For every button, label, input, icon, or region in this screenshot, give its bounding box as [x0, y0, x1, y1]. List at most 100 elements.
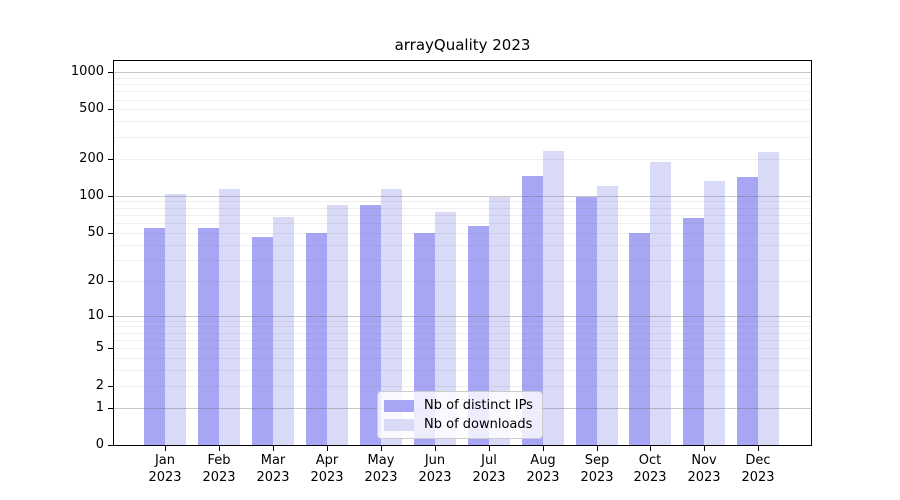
- bar-downloads-feb: [219, 189, 240, 445]
- minor-gridline: [114, 208, 811, 209]
- y-tick-mark: [108, 281, 113, 282]
- x-tick-label: Jun 2023: [418, 453, 452, 485]
- minor-gridline: [114, 137, 811, 138]
- y-tick-mark: [108, 348, 113, 349]
- y-tick-label: 5: [95, 340, 104, 355]
- plot-area: [113, 60, 812, 446]
- legend: Nb of distinct IPs Nb of downloads: [377, 391, 543, 439]
- minor-gridline: [114, 281, 811, 282]
- bar-downloads-jun: [435, 212, 456, 445]
- legend-item-distinct-ips: Nb of distinct IPs: [384, 396, 534, 415]
- x-tick-mark: [165, 446, 166, 451]
- y-tick-mark: [108, 408, 113, 409]
- x-tick-label: Aug 2023: [526, 453, 560, 485]
- x-tick-mark: [758, 446, 759, 451]
- y-tick-label: 100: [79, 188, 104, 203]
- minor-gridline: [114, 159, 811, 160]
- x-tick-mark: [327, 446, 328, 451]
- x-tick-mark: [650, 446, 651, 451]
- bar-distinct-ips-sep: [576, 197, 597, 445]
- bar-distinct-ips-jan: [144, 228, 165, 445]
- x-tick-mark: [704, 446, 705, 451]
- bar-downloads-dec: [758, 152, 779, 445]
- x-tick-label: Nov 2023: [687, 453, 721, 485]
- legend-label-downloads: Nb of downloads: [424, 417, 533, 432]
- bar-distinct-ips-jul: [468, 226, 489, 445]
- minor-gridline: [114, 109, 811, 110]
- minor-gridline: [114, 100, 811, 101]
- x-tick-label: May 2023: [364, 453, 398, 485]
- legend-item-downloads: Nb of downloads: [384, 415, 534, 434]
- minor-gridline: [114, 370, 811, 371]
- legend-swatch-distinct-ips: [384, 399, 414, 412]
- y-tick-label: 1000: [70, 64, 104, 79]
- x-tick-mark: [273, 446, 274, 451]
- bar-distinct-ips-mar: [252, 237, 273, 445]
- minor-gridline: [114, 84, 811, 85]
- y-tick-mark: [108, 109, 113, 110]
- minor-gridline: [114, 321, 811, 322]
- minor-gridline: [114, 245, 811, 246]
- bar-downloads-jan: [165, 194, 186, 445]
- x-tick-label: Mar 2023: [256, 453, 290, 485]
- y-tick-mark: [108, 386, 113, 387]
- minor-gridline: [114, 333, 811, 334]
- y-tick-label: 1: [95, 400, 104, 415]
- bar-downloads-sep: [597, 186, 618, 445]
- minor-gridline: [114, 340, 811, 341]
- y-tick-label: 2: [95, 378, 104, 393]
- bar-downloads-mar: [273, 217, 294, 445]
- minor-gridline: [114, 326, 811, 327]
- bar-distinct-ips-aug: [522, 176, 543, 445]
- x-tick-mark: [597, 446, 598, 451]
- minor-gridline: [114, 233, 811, 234]
- bar-distinct-ips-dec: [737, 177, 758, 445]
- bar-distinct-ips-feb: [198, 228, 219, 445]
- bar-downloads-jul: [489, 197, 510, 445]
- minor-gridline: [114, 386, 811, 387]
- x-tick-label: Feb 2023: [202, 453, 236, 485]
- x-tick-label: Jan 2023: [148, 453, 182, 485]
- x-tick-mark: [489, 446, 490, 451]
- x-tick-label: Dec 2023: [741, 453, 775, 485]
- y-tick-mark: [108, 316, 113, 317]
- x-tick-mark: [381, 446, 382, 451]
- minor-gridline: [114, 215, 811, 216]
- bar-downloads-oct: [650, 162, 671, 445]
- y-tick-label: 200: [79, 151, 104, 166]
- x-tick-label: Apr 2023: [310, 453, 344, 485]
- x-tick-label: Oct 2023: [633, 453, 667, 485]
- y-tick-mark: [108, 159, 113, 160]
- major-gridline: [114, 72, 811, 73]
- bar-distinct-ips-may: [360, 205, 381, 445]
- y-tick-mark: [108, 233, 113, 234]
- bars-layer: [114, 61, 811, 445]
- chart-title: arrayQuality 2023: [394, 36, 531, 54]
- major-gridline: [114, 196, 811, 197]
- x-tick-mark: [543, 446, 544, 451]
- y-tick-label: 10: [87, 308, 104, 323]
- bar-distinct-ips-nov: [683, 218, 704, 445]
- minor-gridline: [114, 260, 811, 261]
- bar-downloads-may: [381, 189, 402, 445]
- bar-downloads-nov: [704, 181, 725, 445]
- bar-downloads-aug: [543, 151, 564, 445]
- minor-gridline: [114, 78, 811, 79]
- x-tick-mark: [219, 446, 220, 451]
- y-tick-label: 20: [87, 273, 104, 288]
- minor-gridline: [114, 121, 811, 122]
- minor-gridline: [114, 91, 811, 92]
- gridlines-layer: [114, 61, 811, 445]
- bar-distinct-ips-apr: [306, 233, 327, 445]
- y-tick-label: 0: [95, 437, 104, 452]
- x-tick-mark: [435, 446, 436, 451]
- minor-gridline: [114, 348, 811, 349]
- major-gridline: [114, 316, 811, 317]
- minor-gridline: [114, 223, 811, 224]
- bar-downloads-apr: [327, 205, 348, 445]
- bar-distinct-ips-oct: [629, 233, 650, 445]
- x-tick-label: Sep 2023: [580, 453, 614, 485]
- legend-swatch-downloads: [384, 418, 414, 431]
- y-tick-mark: [108, 196, 113, 197]
- minor-gridline: [114, 201, 811, 202]
